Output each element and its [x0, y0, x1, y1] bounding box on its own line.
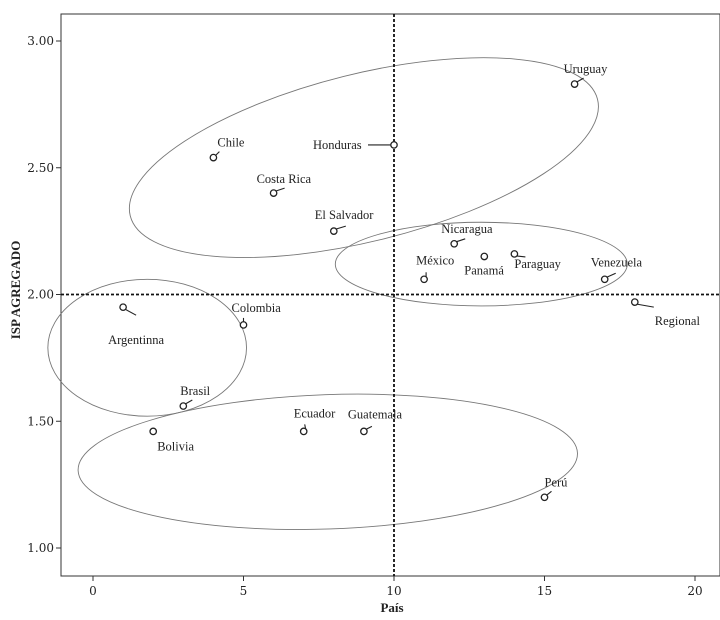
point-label-venezuela: Venezuela [591, 255, 643, 269]
point-label-uruguay: Uruguay [564, 62, 608, 76]
label-leader-regional [636, 303, 654, 308]
y-tick-label: 1.00 [27, 541, 54, 555]
label-leader-paraguay [516, 255, 526, 258]
point-label-el-salvador: El Salvador [315, 208, 375, 222]
point-label-nicaragua: Nicaragua [441, 222, 493, 236]
y-tick-label: 1.50 [27, 414, 54, 428]
point-label-bolivia: Bolivia [157, 439, 194, 453]
point-honduras [390, 141, 398, 149]
point-brasil [179, 402, 188, 410]
cluster-ellipse [334, 221, 628, 307]
label-leader-venezuela [606, 272, 616, 278]
x-axis-title: País [380, 600, 403, 615]
label-leader-nicaragua [456, 238, 466, 243]
point-label-panama: Panamá [464, 263, 504, 277]
point-label-honduras: Honduras [313, 138, 362, 152]
point-label-argentinna: Argentinna [108, 333, 164, 347]
point-label-brasil: Brasil [180, 384, 210, 398]
point-nicaragua [450, 239, 459, 248]
point-uruguay [570, 80, 579, 88]
point-label-paraguay: Paraguay [514, 257, 561, 271]
point-el-salvador [329, 227, 338, 235]
label-leader-el-salvador [335, 225, 346, 230]
x-tick-label: 15 [537, 584, 552, 598]
cluster-ellipse [77, 393, 578, 530]
point-argentinna [119, 303, 127, 312]
label-leader-uruguay [576, 77, 584, 83]
point-regional [630, 298, 639, 306]
point-paraguay [510, 250, 519, 258]
label-leader-guatemala [365, 425, 373, 430]
cluster-ellipse [128, 57, 599, 258]
x-tick-label: 20 [687, 584, 702, 598]
point-ecuador [299, 427, 308, 436]
x-tick-label: 5 [240, 584, 248, 598]
point-label-regional: Regional [655, 314, 701, 328]
point-colombia [239, 321, 248, 329]
point-panama [480, 252, 489, 261]
point-chile [209, 153, 218, 162]
point-costa-rica [269, 189, 278, 197]
point-label-guatemala: Guatemala [348, 407, 403, 421]
y-tick-label: 2.50 [27, 161, 54, 175]
point-label-colombia: Colombia [232, 301, 282, 315]
y-tick-label: 3.00 [27, 34, 54, 48]
label-leader-peru [546, 490, 552, 496]
label-leader-brasil [185, 399, 193, 405]
x-tick-label: 0 [89, 584, 97, 598]
point-label-mexico: México [416, 253, 454, 267]
point-label-costa-rica: Costa Rica [257, 172, 312, 186]
point-mexico [420, 275, 428, 284]
point-peru [540, 493, 549, 502]
x-tick-label: 10 [386, 584, 401, 598]
point-label-chile: Chile [217, 136, 245, 150]
label-leader-costa-rica [275, 187, 285, 192]
point-label-ecuador: Ecuador [294, 406, 336, 420]
point-label-peru: Perú [545, 475, 569, 489]
y-axis-title: ISP AGREGADO [8, 241, 23, 340]
point-bolivia [149, 427, 158, 436]
label-leader-argentinna [124, 308, 137, 316]
cluster-ellipse [47, 278, 247, 417]
point-guatemala [360, 427, 368, 436]
y-tick-label: 2.00 [27, 288, 54, 302]
point-venezuela [600, 275, 609, 284]
